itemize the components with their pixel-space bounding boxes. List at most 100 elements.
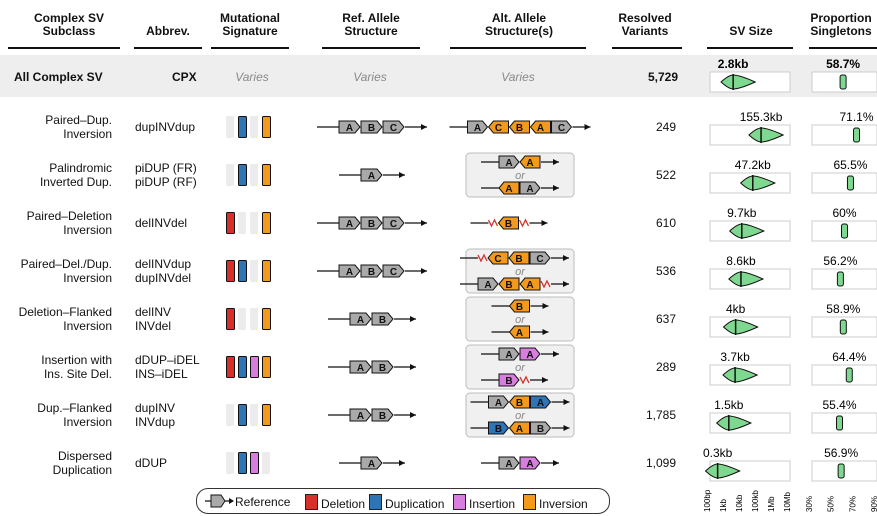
header-rule xyxy=(612,47,682,49)
header-size: SV Size xyxy=(729,24,773,38)
legend: Reference Deletion Duplication Insertion… xyxy=(196,488,610,514)
prop-panel-box xyxy=(811,412,877,434)
or-label: or xyxy=(515,266,526,278)
svg-text:C: C xyxy=(536,254,543,265)
insertion-swatch xyxy=(453,494,466,510)
size-panel-box xyxy=(709,268,791,290)
row-2-subclass: Paired–Deletion Inversion xyxy=(26,209,112,237)
row-4-subclass: Deletion–Flanked Inversion xyxy=(18,305,112,333)
svg-text:A: A xyxy=(368,459,375,470)
prop-label: 65.5% xyxy=(833,158,867,172)
alt-3-bracket xyxy=(465,248,575,294)
size-panel-box xyxy=(709,220,791,242)
size-tick-label: 100bp xyxy=(703,489,712,512)
reference-segment-icon xyxy=(205,494,234,508)
prop-panel-box xyxy=(811,172,877,194)
or-label: or xyxy=(515,410,526,422)
svg-text:A: A xyxy=(505,350,512,361)
all-count: 5,729 xyxy=(647,70,678,84)
signature-ins xyxy=(250,356,259,378)
deletion-junction xyxy=(487,218,499,228)
signature-dup xyxy=(238,116,247,138)
size-panel-box xyxy=(709,124,791,146)
row-7-subclass: Dispersed Duplication xyxy=(52,449,112,477)
alt-7-segment: A xyxy=(498,456,520,470)
size-tick-label: 1Mb xyxy=(767,496,776,512)
size-label: 1.5kb xyxy=(714,398,744,412)
svg-text:B: B xyxy=(379,315,386,326)
svg-text:C: C xyxy=(494,254,501,265)
ref-segment-A: A xyxy=(360,168,383,182)
size-violin xyxy=(748,127,785,143)
ref-flank-arrowhead xyxy=(421,268,427,274)
prop-violin xyxy=(846,175,854,191)
alt-2-flank-arrowhead xyxy=(541,220,548,226)
row-6-signature xyxy=(226,404,276,426)
signature-inv xyxy=(262,116,271,138)
alt-1b-segment: A xyxy=(519,181,541,195)
legend-insertion: Insertion xyxy=(453,494,515,511)
size-panel-box xyxy=(709,172,791,194)
ref-segment-C: C xyxy=(382,120,405,134)
ref-flank-arrowhead xyxy=(421,220,427,226)
legend-reference: Reference xyxy=(205,494,290,509)
svg-text:C: C xyxy=(495,123,502,134)
svg-text:A: A xyxy=(505,158,512,169)
header-abbrev: Abbrev. xyxy=(146,24,190,38)
alt-3b-segment: B xyxy=(498,277,520,291)
ref-segment-C: C xyxy=(382,264,405,278)
legend-reference-label: Reference xyxy=(235,495,291,509)
signature-del xyxy=(226,356,235,378)
alt-6a-segment: A xyxy=(488,395,510,409)
signature-empty xyxy=(226,404,234,426)
alt-6-bracket xyxy=(465,392,575,438)
deletion-junction xyxy=(519,375,530,385)
alt-6b-segment: B xyxy=(488,421,510,435)
signature-empty xyxy=(226,452,234,474)
signature-empty xyxy=(250,260,258,282)
svg-text:A: A xyxy=(368,171,375,182)
ref-segment-A: A xyxy=(349,312,372,326)
legend-duplication-label: Duplication xyxy=(385,497,445,511)
size-panel-box xyxy=(709,460,791,482)
prop-panel-box xyxy=(811,268,877,290)
all-complex-row xyxy=(0,55,877,97)
svg-text:A: A xyxy=(474,123,481,134)
signature-inv xyxy=(262,404,271,426)
prop-panel-box xyxy=(811,124,877,146)
row-0-abbrev: dupINVdup xyxy=(135,120,196,134)
svg-text:A: A xyxy=(495,398,502,409)
row-6-subclass: Dup.–Flanked Inversion xyxy=(37,401,112,429)
signature-empty xyxy=(262,452,270,474)
alt-6a-segment: B xyxy=(508,395,530,409)
alt-3a-segment: B xyxy=(508,251,530,265)
all-alt-varies: Varies xyxy=(501,70,535,84)
prop-label: 58.9% xyxy=(826,302,860,316)
header-subclass: Complex SV Subclass xyxy=(33,11,105,38)
header-rule xyxy=(8,47,120,49)
ref-flank-arrowhead xyxy=(410,412,416,418)
alt-6b-flank-arrowhead xyxy=(563,425,570,431)
row-3-count: 536 xyxy=(655,264,676,278)
svg-text:A: A xyxy=(526,350,533,361)
signature-dup xyxy=(238,164,247,186)
alt-1b-segment: A xyxy=(498,181,520,195)
ref-segment-B: B xyxy=(360,264,383,278)
prop-label: 64.4% xyxy=(832,350,866,364)
or-label: or xyxy=(515,314,526,326)
alt-6b-segment: A xyxy=(508,421,530,435)
size-label: 47.2kb xyxy=(735,158,771,172)
prop-violin xyxy=(836,415,844,431)
svg-text:A: A xyxy=(357,315,364,326)
alt-3a-segment: C xyxy=(487,251,509,265)
svg-text:B: B xyxy=(379,363,386,374)
prop-label: 60% xyxy=(832,206,856,220)
svg-text:A: A xyxy=(526,158,533,169)
svg-text:B: B xyxy=(516,302,523,313)
ref-segment-A: A xyxy=(338,120,361,134)
alt-7-flank-arrowhead xyxy=(553,460,559,466)
signature-empty xyxy=(250,404,258,426)
row-2-count: 610 xyxy=(655,216,676,230)
row-4-abbrev: delINV INVdel xyxy=(135,305,172,333)
size-label: 4kb xyxy=(726,302,746,316)
